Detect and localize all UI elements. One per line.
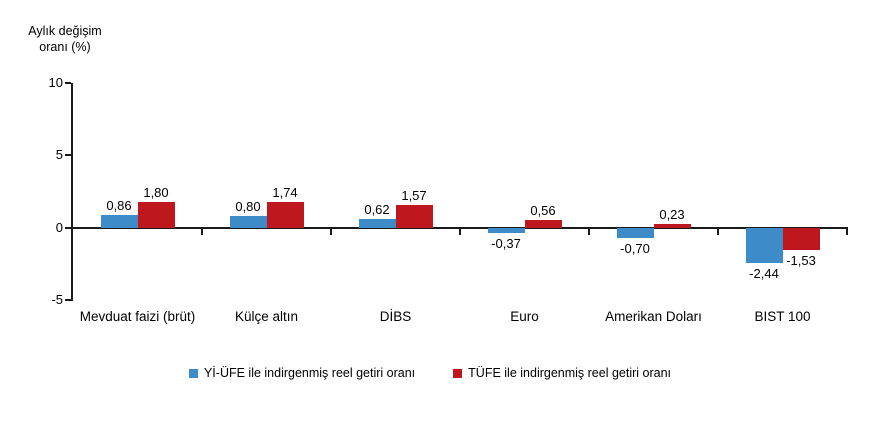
bar-yiufe [745, 227, 783, 263]
y-axis-tick [65, 154, 71, 157]
bar-tufe [395, 204, 433, 228]
x-axis-category-label: Euro [510, 309, 539, 324]
y-axis-tick [65, 82, 71, 84]
bar-yiufe [229, 216, 267, 228]
bar-value-label: 0,86 [106, 198, 132, 214]
y-axis-tick-label: -5 [51, 292, 63, 307]
y-axis-line [71, 83, 73, 301]
x-axis-category-label: Külçe altın [234, 309, 299, 324]
y-axis-tick-label: 5 [55, 147, 63, 163]
x-axis-tick [588, 228, 590, 235]
legend-marker-tufe-icon [453, 368, 463, 378]
x-axis-category-label: Mevduat faizi (brüt) [79, 309, 196, 324]
y-axis-title: Aylık değişim oranı (%) [12, 24, 118, 55]
legend-label-yiufe: Yİ-ÜFE ile indirgenmiş reel getiri oranı [203, 366, 416, 380]
legend: Yİ-ÜFE ile indirgenmiş reel getiri oranı… [0, 366, 860, 380]
bar-value-label: -0,37 [491, 236, 521, 252]
bar-tufe [653, 224, 691, 228]
bar-value-label: -2,44 [749, 265, 779, 281]
x-axis-tick [717, 228, 719, 235]
legend-item-yiufe: Yİ-ÜFE ile indirgenmiş reel getiri oranı [188, 366, 416, 380]
y-axis-title-line1: Aylık değişim [28, 24, 102, 38]
bar-value-label: 0,23 [659, 207, 685, 223]
bar-value-label: -0,70 [620, 240, 650, 256]
bar-value-label: -1,53 [786, 252, 816, 268]
bar-tufe [524, 219, 562, 228]
legend-marker-yiufe-icon [188, 368, 198, 378]
y-axis-tick [65, 226, 71, 229]
x-axis-tick [459, 228, 461, 235]
bar-value-label: 1,57 [401, 187, 427, 203]
bar-value-label: 0,80 [235, 199, 261, 215]
bar-yiufe [487, 227, 525, 233]
x-axis-tick [330, 228, 332, 235]
bar-tufe [782, 227, 820, 250]
x-axis-category-label: Amerikan Doları [605, 309, 702, 324]
x-axis-category-label: BIST 100 [754, 309, 811, 324]
bar-value-label: 0,56 [530, 202, 556, 218]
bar-value-label: 1,74 [272, 185, 298, 201]
bar-tufe [137, 201, 175, 228]
bar-yiufe [358, 218, 396, 228]
bar-value-label: 1,80 [143, 184, 169, 200]
bar-yiufe [616, 227, 654, 238]
x-axis-category-label: DİBS [379, 309, 412, 324]
bar-yiufe [100, 215, 138, 228]
x-axis-baseline [71, 226, 848, 229]
legend-item-tufe: TÜFE ile indirgenmiş reel getiri oranı [453, 366, 671, 380]
legend-label-tufe: TÜFE ile indirgenmiş reel getiri oranı [468, 366, 672, 380]
y-axis-tick-label: 0 [55, 219, 63, 235]
x-axis-tick [201, 228, 203, 235]
x-axis-tick [846, 228, 848, 235]
y-axis-title-line2: oranı (%) [39, 39, 91, 54]
bar-value-label: 0,62 [364, 201, 390, 217]
y-axis-tick [65, 299, 71, 301]
y-axis-tick-label: 10 [48, 75, 63, 90]
bar-tufe [266, 202, 304, 228]
